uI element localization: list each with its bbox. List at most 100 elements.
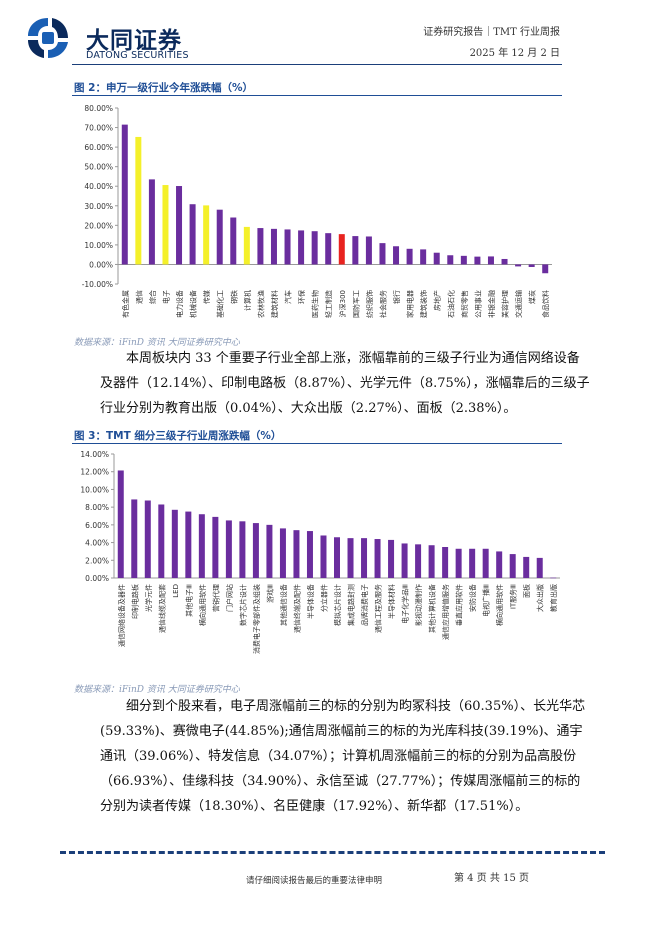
report-type: 证券研究报告｜TMT 行业周报: [423, 27, 560, 38]
x-tick-label: 教育出版: [549, 584, 558, 612]
bar: [266, 524, 273, 578]
x-tick-label: LED: [172, 584, 180, 598]
bar: [455, 548, 462, 578]
bar: [144, 500, 151, 578]
bar: [148, 179, 155, 265]
bar: [117, 470, 124, 578]
x-tick-label: 面板: [522, 584, 531, 598]
bar: [216, 209, 223, 265]
bar: [433, 252, 440, 265]
bar: [501, 258, 508, 265]
bar: [361, 538, 368, 578]
brand-name-cn: 大同证券: [86, 28, 182, 54]
x-tick-label: 品牌消费电子: [360, 584, 369, 626]
x-tick-label: 轻工制造: [324, 290, 333, 318]
x-tick-label: 光学元件: [144, 584, 153, 612]
y-tick-label: 60.00%: [84, 143, 113, 152]
x-tick-label: 半导体设备: [306, 584, 315, 619]
x-tick-label: 国防军工: [351, 290, 360, 318]
x-tick-label: 基础化工: [216, 290, 225, 318]
x-tick-label: 模拟芯片设计: [333, 584, 342, 626]
header-divider: [72, 64, 562, 65]
bar: [401, 543, 408, 578]
bar: [131, 499, 138, 578]
x-tick-label: 传媒: [202, 290, 211, 304]
x-tick-label: 农林牧渔: [256, 290, 265, 318]
bar: [447, 255, 454, 265]
x-tick-label: 交通运输: [514, 290, 523, 318]
y-tick-label: 0.00%: [85, 574, 109, 583]
industry-ytd-bar-chart: -10.00% 0.00% 10.00% 20.00% 30.00% 40.00% 50.0…: [82, 104, 552, 318]
legal-notice: 请仔细阅读报告最后的重要法律申明: [246, 876, 383, 886]
y-tick-label: 70.00%: [84, 124, 113, 133]
x-tick-label: 其他计算机设备: [428, 584, 437, 633]
bar: [225, 520, 232, 578]
x-tick-label: 石油石化: [446, 290, 455, 318]
y-tick-label: 20.00%: [84, 221, 113, 230]
y-tick-label: 50.00%: [84, 163, 113, 172]
x-tick-label: 影视动漫制作: [414, 584, 423, 626]
x-tick-label: 门户网站: [225, 584, 234, 612]
bar: [509, 554, 516, 578]
y-tick-label: 4.00%: [85, 539, 109, 548]
x-tick-label: 大众出版: [536, 584, 545, 612]
x-tick-label: 通信应用增值服务: [441, 584, 450, 640]
figure2-title: 图 2：申万一级行业今年涨跌幅（%）: [74, 82, 253, 94]
bar: [298, 230, 305, 265]
bar: [325, 233, 332, 265]
x-tick-label: 机械设备: [189, 290, 198, 318]
figure3-title: 图 3：TMT 细分三级子行业周涨跌幅（%）: [74, 430, 282, 442]
x-tick-label: 分立器件: [319, 584, 328, 612]
bar: [374, 539, 381, 578]
x-tick-label: 美容护理: [501, 290, 510, 318]
figure3-source: 数据来源：iFinD 资讯 大同证券研究中心: [74, 685, 240, 695]
bar: [311, 231, 318, 265]
bar: [270, 228, 277, 265]
x-tick-label: 环保: [297, 290, 306, 304]
bar: [352, 236, 359, 265]
bar: [243, 226, 250, 265]
bar: [185, 511, 192, 578]
bar: [523, 556, 530, 578]
x-tick-label: 房地产: [433, 290, 442, 311]
bar: [203, 205, 210, 265]
x-tick-label: 医药生物: [311, 290, 320, 318]
x-tick-label: 有色金属: [121, 290, 130, 318]
bar: [415, 544, 422, 578]
x-tick-label: 消费电子零部件及组装: [252, 584, 261, 654]
bar: [162, 185, 169, 265]
y-tick-label: 2.00%: [85, 556, 109, 565]
x-tick-label: 垂直应用软件: [455, 584, 464, 626]
y-tick-label: 6.00%: [85, 521, 109, 530]
bar: [338, 234, 345, 265]
bar: [365, 236, 372, 265]
x-tick-label: 游戏Ⅲ: [265, 584, 274, 603]
x-tick-label: 煤炭: [528, 290, 537, 304]
x-tick-label: 商贸零售: [460, 290, 469, 318]
bar: [239, 521, 246, 578]
bar: [536, 557, 543, 578]
x-tick-label: 汽车: [284, 290, 293, 304]
x-tick-label: 通信线缆及配套: [157, 584, 166, 633]
bar: [284, 229, 291, 265]
x-tick-label: 电子: [161, 290, 170, 304]
tmt-subindustry-weekly-bar-chart: 0.00% 2.00% 4.00% 6.00% 8.00% 10.00% 12.00% 14.…: [80, 450, 560, 654]
x-tick-label: 建筑装饰: [419, 290, 428, 318]
x-tick-label: 银行: [392, 290, 401, 304]
brand-name-en: DATONG SECURITIES: [86, 50, 189, 61]
bar: [198, 514, 205, 578]
y-tick-label: 12.00%: [80, 468, 109, 477]
x-tick-label: 半导体材料: [387, 584, 396, 619]
bar: [320, 535, 327, 578]
x-tick-label: 其他电子Ⅲ: [184, 584, 193, 617]
footer-divider: [60, 851, 605, 854]
y-tick-label: -10.00%: [82, 280, 113, 289]
y-tick-label: 14.00%: [80, 450, 109, 459]
x-tick-label: 营销代理: [211, 584, 220, 612]
x-tick-label: 非银金融: [487, 290, 496, 318]
x-tick-label: 食品饮料: [541, 290, 550, 318]
x-tick-label: 通信: [134, 290, 143, 304]
bar: [542, 264, 549, 274]
bar: [420, 249, 427, 265]
x-tick-label: 电视广播Ⅲ: [482, 584, 491, 617]
